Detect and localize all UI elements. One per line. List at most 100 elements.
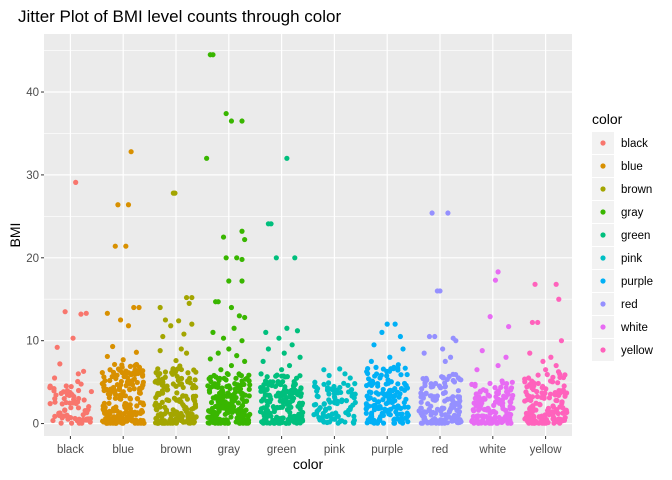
data-point bbox=[239, 278, 245, 284]
data-point bbox=[215, 299, 221, 305]
data-point bbox=[543, 367, 549, 373]
data-point bbox=[206, 376, 212, 382]
data-point bbox=[264, 412, 271, 419]
data-point bbox=[279, 404, 285, 410]
data-point bbox=[257, 409, 264, 415]
data-point bbox=[191, 396, 197, 403]
data-point bbox=[555, 380, 561, 386]
data-point bbox=[418, 410, 424, 416]
legend-label: yellow bbox=[621, 345, 654, 357]
data-point bbox=[162, 404, 168, 410]
data-point bbox=[139, 409, 146, 415]
data-point bbox=[160, 333, 166, 340]
data-point bbox=[152, 379, 158, 385]
x-tick-label: pink bbox=[324, 444, 345, 456]
data-point bbox=[245, 413, 251, 419]
data-point bbox=[157, 404, 163, 410]
data-point bbox=[102, 410, 108, 416]
data-point bbox=[104, 310, 110, 316]
data-point bbox=[297, 406, 303, 412]
data-point bbox=[386, 396, 392, 402]
series-yellow bbox=[522, 281, 570, 426]
data-point bbox=[456, 409, 463, 415]
data-point bbox=[71, 396, 77, 403]
data-point bbox=[560, 405, 566, 411]
data-point bbox=[390, 399, 396, 405]
data-point bbox=[128, 149, 134, 155]
data-point bbox=[210, 329, 216, 335]
data-point bbox=[335, 390, 341, 396]
data-point bbox=[429, 210, 435, 216]
data-point bbox=[242, 236, 248, 243]
data-point bbox=[229, 400, 235, 406]
data-point bbox=[99, 370, 105, 376]
data-point bbox=[418, 420, 424, 426]
data-point bbox=[331, 399, 337, 405]
data-point bbox=[560, 410, 566, 416]
data-point bbox=[503, 354, 509, 360]
data-point bbox=[524, 392, 530, 398]
data-point bbox=[88, 388, 95, 395]
data-point bbox=[264, 374, 270, 380]
data-point bbox=[557, 420, 563, 426]
legend: color black blue brown gray green pink purple r… bbox=[592, 111, 654, 361]
data-point bbox=[398, 416, 404, 423]
data-point bbox=[395, 362, 401, 368]
data-point bbox=[449, 415, 455, 422]
data-point bbox=[178, 381, 185, 387]
plot-panel bbox=[44, 34, 572, 436]
data-point bbox=[168, 323, 174, 329]
data-point bbox=[370, 403, 376, 409]
data-point bbox=[491, 402, 497, 408]
y-tick-label: 40 bbox=[26, 87, 39, 99]
data-point bbox=[479, 348, 485, 354]
data-point bbox=[263, 329, 269, 335]
data-point bbox=[530, 380, 537, 386]
data-point bbox=[432, 397, 438, 403]
data-point bbox=[428, 381, 434, 387]
data-point bbox=[313, 411, 320, 417]
data-point bbox=[542, 412, 548, 418]
data-point bbox=[315, 394, 321, 400]
data-point bbox=[486, 407, 492, 413]
data-point bbox=[327, 399, 333, 405]
data-point bbox=[373, 371, 380, 377]
data-point bbox=[298, 386, 304, 392]
data-point bbox=[218, 367, 224, 373]
data-point bbox=[183, 350, 190, 356]
data-point bbox=[495, 362, 501, 369]
data-point bbox=[500, 380, 506, 386]
data-point bbox=[68, 384, 74, 390]
data-point bbox=[216, 393, 222, 400]
data-point bbox=[523, 410, 530, 416]
data-point bbox=[439, 405, 445, 411]
data-point bbox=[321, 401, 327, 407]
data-point bbox=[405, 419, 411, 425]
data-point bbox=[441, 417, 447, 423]
data-point bbox=[377, 414, 384, 420]
data-point bbox=[437, 288, 443, 294]
data-point bbox=[428, 393, 435, 399]
data-point bbox=[110, 343, 116, 350]
data-point bbox=[503, 381, 510, 387]
data-point bbox=[178, 410, 184, 417]
data-point bbox=[275, 381, 281, 387]
data-point bbox=[210, 52, 216, 58]
data-point bbox=[260, 396, 267, 402]
data-point bbox=[59, 415, 65, 421]
x-tick-label: black bbox=[57, 444, 84, 456]
data-point bbox=[392, 385, 398, 392]
data-point bbox=[229, 406, 235, 412]
y-tick-label: 30 bbox=[26, 170, 39, 182]
x-tick-label: purple bbox=[371, 444, 403, 456]
data-point bbox=[176, 318, 182, 324]
legend-item-red: red bbox=[592, 293, 638, 315]
data-point bbox=[127, 363, 133, 369]
data-point bbox=[127, 386, 133, 392]
data-point bbox=[442, 412, 449, 418]
data-point bbox=[365, 418, 372, 424]
data-point bbox=[500, 400, 506, 406]
data-point bbox=[159, 388, 166, 394]
y-axis: 0 10 20 30 40 bbox=[26, 87, 44, 431]
data-point bbox=[127, 396, 134, 402]
